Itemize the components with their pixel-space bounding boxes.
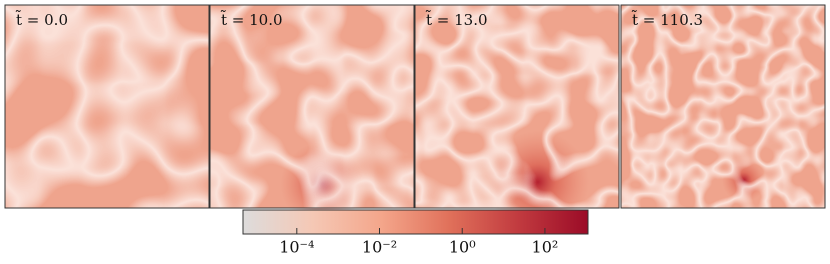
panel-streaks [415,5,619,208]
panel-streaks [210,5,414,208]
panel-streaks [5,5,209,208]
colorbar-tick-label: 10⁻² [362,238,397,257]
panel-frame [4,4,210,209]
panel: t̃ = 0.0 [4,4,210,209]
colorbar-tick-label: 10² [532,238,559,257]
panel-frame [620,4,826,209]
panel-label: t̃ = 10.0 [220,10,282,29]
panel-frame [414,4,620,209]
panel: t̃ = 110.3 [620,4,826,209]
colorbar [242,209,589,235]
panel-label: t̃ = 110.3 [631,10,703,29]
panel-frame [209,4,415,209]
colorbar-tick-label: 10⁻⁴ [279,238,314,257]
panel-label: t̃ = 13.0 [425,10,487,29]
panel: t̃ = 10.0 [209,4,415,226]
panel: t̃ = 13.0 [414,4,620,234]
colorbar-tick-label: 10⁰ [449,238,476,257]
panel-label: t̃ = 0.0 [15,10,68,29]
panel-streaks [621,5,825,208]
